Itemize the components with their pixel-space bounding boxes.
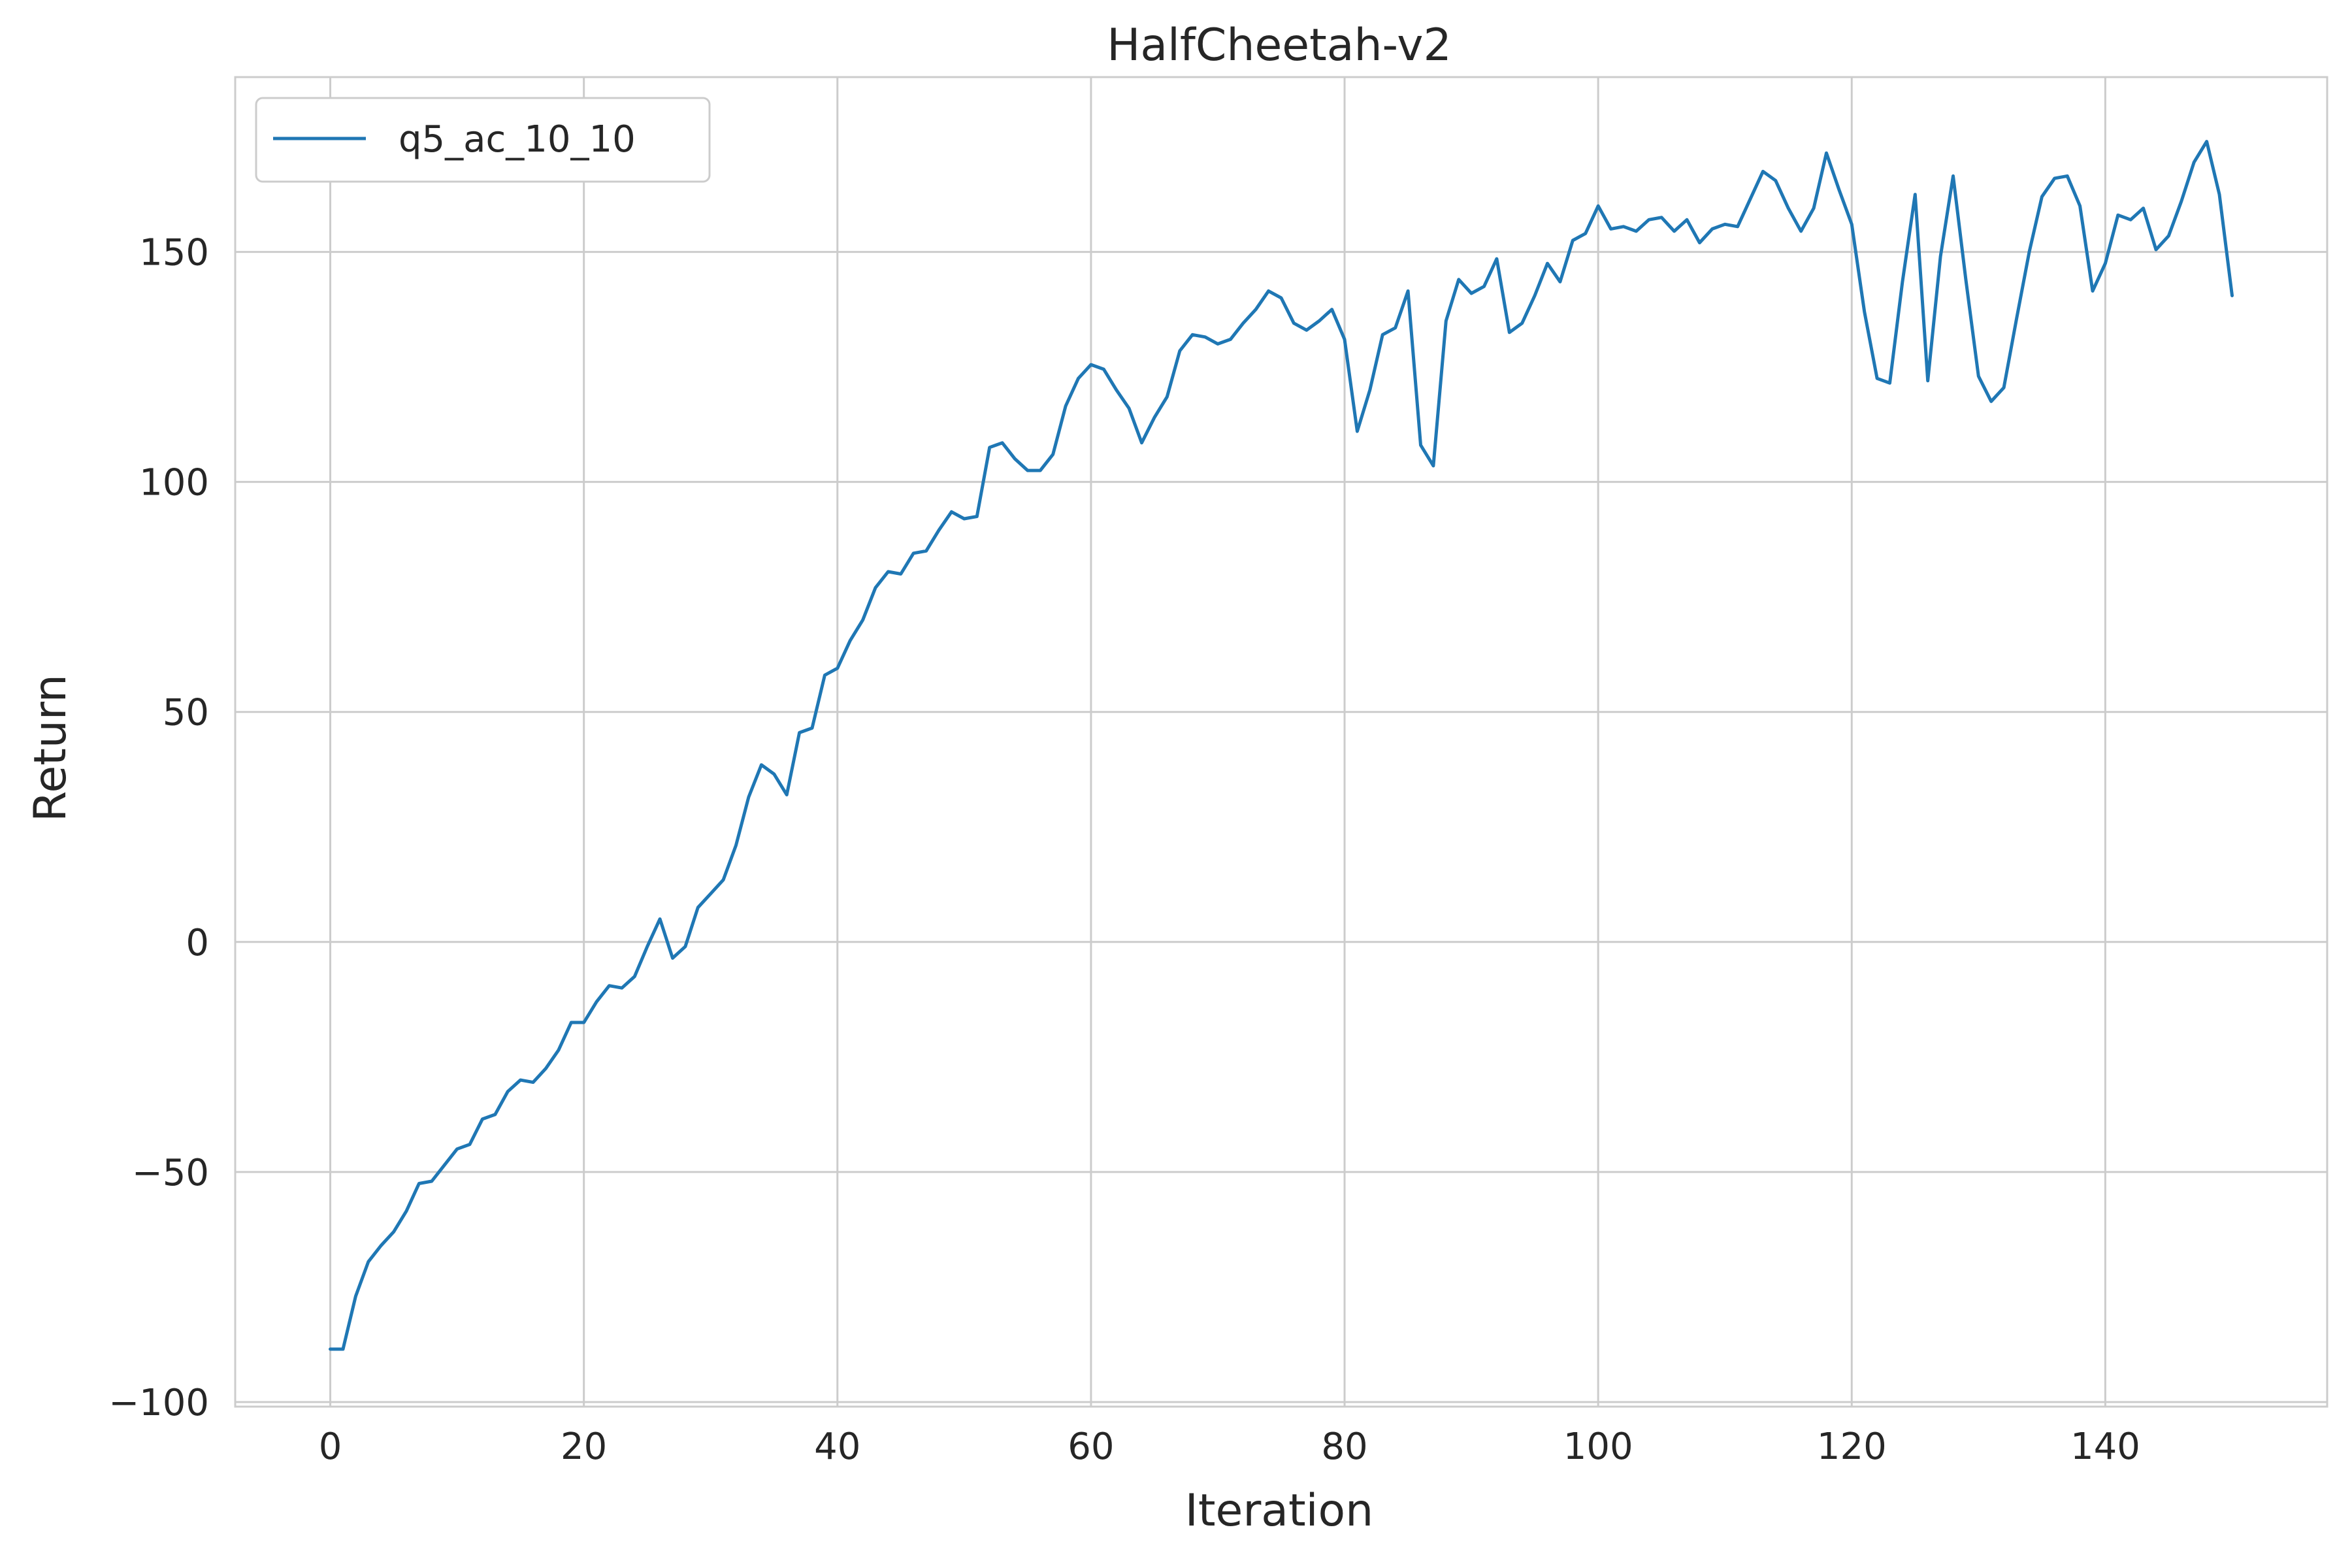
grid-lines [235,77,2327,1407]
y-tick-labels: −100 −50 0 50 100 150 [108,232,209,1424]
axes-border [234,76,2328,1408]
x-axis-title: Iteration [1185,1485,1373,1537]
legend: q5_ac_10_10 [255,97,711,183]
y-tick-label: −50 [132,1152,209,1194]
legend-label-q5-ac-10-10: q5_ac_10_10 [399,118,636,161]
x-tick-label: 100 [1563,1426,1633,1468]
axes-frame [234,76,2328,1408]
y-tick-label: −100 [108,1382,209,1424]
x-tick-label: 80 [1321,1426,1367,1468]
plot-area-background [235,77,2327,1407]
chart-title: HalfCheetah-v2 [1107,20,1452,71]
y-tick-label: 100 [139,462,209,504]
legend-box [255,97,711,183]
x-tick-label: 120 [1817,1426,1887,1468]
series-group [329,140,2234,1351]
y-axis-title: Return [25,674,76,822]
y-tick-label: 50 [163,692,209,734]
x-tick-labels: 0 20 40 60 80 100 120 140 [319,1426,2140,1468]
y-tick-label: 150 [139,232,209,274]
x-tick-label: 40 [814,1426,860,1468]
x-tick-label: 0 [319,1426,342,1468]
y-tick-label: 0 [186,922,209,964]
x-tick-label: 140 [2070,1426,2140,1468]
x-tick-label: 20 [561,1426,607,1468]
series-line-q5-ac-10-10 [329,140,2234,1351]
x-tick-label: 60 [1068,1426,1114,1468]
